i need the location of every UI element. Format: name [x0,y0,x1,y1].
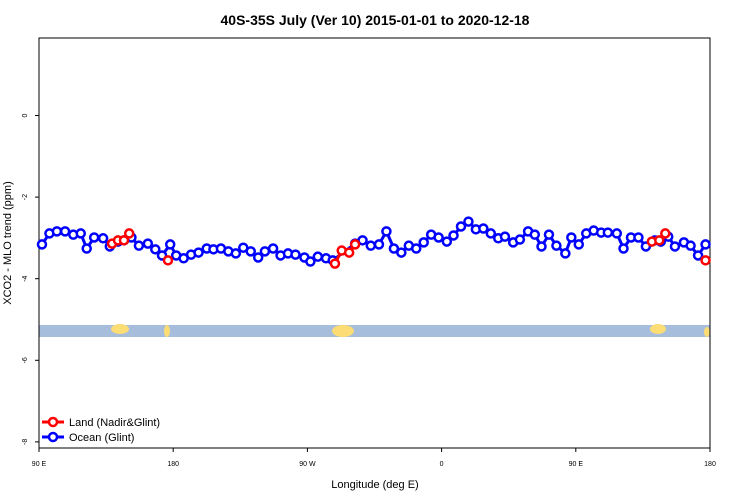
data-point [700,239,711,250]
x-tick-label: 90 E [32,461,47,468]
data-point [669,241,681,252]
x-tick-label: 90 W [299,461,316,468]
y-tick-label: -4 [22,275,29,281]
data-point [692,250,704,261]
data-point [81,243,92,254]
data-point [267,243,279,254]
data-point [396,247,407,258]
y-tick-label: -6 [22,357,29,363]
data-point [411,243,422,254]
data-point [133,240,145,251]
data-point [381,226,392,237]
legend-label: Ocean (Glint) [69,432,134,444]
data-point [290,249,301,260]
data-point [685,240,696,251]
data-point [536,241,547,252]
data-point [499,231,511,242]
legend-label: Land (Nadir&Glint) [69,417,160,429]
data-point [373,239,385,250]
ocean-band [39,325,710,337]
data-point [312,251,324,262]
data-point [485,228,497,239]
data-point [700,255,711,266]
land-blob [164,325,170,337]
data-point [463,216,474,227]
series [106,228,711,269]
y-tick-label: -8 [22,439,29,445]
data-point [305,256,316,267]
data-point [245,246,256,257]
data-point [602,227,614,238]
land-blob [332,325,354,337]
x-tick-label: 90 E [569,461,584,468]
data-point [654,235,665,246]
data-point [349,239,361,250]
data-point [164,239,176,250]
x-tick-label: 180 [704,461,716,468]
data-point [59,226,71,237]
data-point [448,230,459,241]
data-point [573,239,585,250]
data-point [259,246,271,257]
data-point [88,232,100,243]
data-point [150,244,161,255]
land-strip [39,324,710,337]
legend-marker [47,431,59,443]
data-point [618,243,629,254]
data-point [51,226,63,237]
land-blob [111,324,129,334]
data-point [365,240,377,251]
data-point [529,229,541,240]
y-tick-label: -2 [22,194,29,200]
data-point [441,236,453,247]
data-point [633,232,644,243]
data-point [118,235,130,246]
data-point [455,221,467,232]
data-point [36,239,48,250]
series [36,216,711,267]
data-point [660,228,671,239]
data-point [514,234,526,245]
data-point [343,247,355,258]
y-tick-label: 0 [22,113,29,117]
land-blob [650,324,666,334]
data-point [566,232,577,243]
data-point [252,252,264,263]
data-point [357,235,368,246]
data-point [551,240,562,251]
y-axis-label: XCO2 - MLO trend (ppm) [2,181,14,304]
data-point [142,238,154,249]
data-point [543,229,555,240]
legend-marker [47,416,59,428]
data-point [75,228,87,239]
data-point [123,228,135,239]
data-point [162,255,174,266]
data-point [611,228,623,239]
x-axis-label: Longitude (deg E) [331,479,418,491]
chart-title: 40S-35S July (Ver 10) 2015-01-01 to 2020… [221,12,530,28]
data-point [230,248,242,259]
data-point [418,237,429,248]
data-point [560,248,571,259]
data-point [433,232,444,243]
land-blob [704,327,710,337]
x-tick-label: 0 [440,461,444,468]
x-tick-label: 180 [167,461,179,468]
data-point [388,243,400,254]
data-point [478,223,489,234]
data-point [97,233,109,244]
data-point [329,258,341,269]
data-point [193,247,204,258]
